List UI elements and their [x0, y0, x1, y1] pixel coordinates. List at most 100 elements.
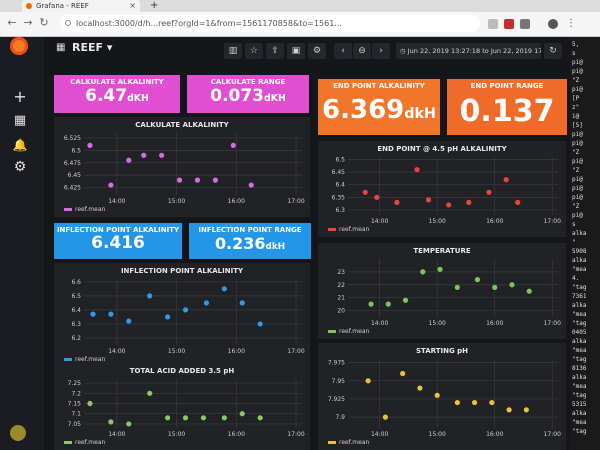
- bell-icon[interactable]: 🔔: [12, 138, 28, 152]
- plus-icon[interactable]: +: [13, 87, 27, 106]
- extension-icon[interactable]: [504, 19, 514, 29]
- data-point[interactable]: [212, 177, 218, 183]
- avatar[interactable]: [10, 425, 26, 441]
- close-icon[interactable]: ×: [129, 1, 136, 10]
- data-point[interactable]: [489, 399, 495, 406]
- data-point[interactable]: [257, 415, 263, 421]
- data-point[interactable]: [87, 400, 93, 407]
- graph-legend[interactable]: reef.mean: [64, 206, 105, 213]
- data-point[interactable]: [248, 182, 254, 188]
- data-point[interactable]: [239, 411, 245, 417]
- star-icon[interactable]: [488, 19, 498, 29]
- data-point[interactable]: [203, 300, 210, 306]
- data-point[interactable]: [414, 167, 420, 173]
- graph-legend[interactable]: reef.mean: [64, 356, 105, 363]
- data-point[interactable]: [474, 277, 481, 283]
- avatar[interactable]: [548, 19, 558, 29]
- data-point[interactable]: [454, 284, 460, 290]
- back-icon[interactable]: ←: [7, 16, 17, 29]
- graph-legend[interactable]: reef.mean: [328, 328, 369, 335]
- browser-tab[interactable]: Grafana - REEF ×: [22, 0, 140, 12]
- data-point[interactable]: [503, 177, 509, 183]
- data-point[interactable]: [523, 407, 529, 413]
- stat-panel-end-point-alk[interactable]: END POINT ALKALINITY 6.369dkH: [318, 79, 440, 135]
- data-point[interactable]: [368, 301, 374, 307]
- data-point[interactable]: [108, 182, 114, 188]
- new-tab-button[interactable]: +: [150, 0, 159, 11]
- data-point[interactable]: [87, 142, 93, 148]
- data-point[interactable]: [402, 297, 409, 303]
- data-point[interactable]: [221, 286, 227, 292]
- data-point[interactable]: [425, 197, 432, 203]
- data-point[interactable]: [182, 415, 189, 421]
- data-point[interactable]: [509, 282, 515, 288]
- url-input[interactable]: localhost:3000/d/h...reef?orgId=1&from=1…: [60, 15, 480, 32]
- data-point[interactable]: [257, 321, 263, 327]
- data-point[interactable]: [126, 157, 132, 163]
- data-point[interactable]: [434, 392, 440, 398]
- data-point[interactable]: [437, 266, 443, 272]
- gear-icon[interactable]: ⚙: [13, 159, 27, 175]
- stat-panel-end-point-range[interactable]: END POINT RANGE 0.137: [447, 79, 567, 135]
- add-panel-icon[interactable]: ▥: [224, 43, 242, 59]
- data-point[interactable]: [108, 311, 114, 317]
- stat-panel-calc-range[interactable]: CALKULATE RANGE 0.073dKH: [187, 75, 309, 113]
- refresh-icon[interactable]: ↻: [544, 43, 562, 59]
- graph-panel-end-point[interactable]: END POINT @ 4.5 pH ALKALINITY 6.5 6.45 6.4 6…: [318, 141, 566, 237]
- save-icon[interactable]: ▣: [287, 43, 305, 59]
- data-point[interactable]: [506, 407, 512, 413]
- data-point[interactable]: [194, 177, 201, 183]
- graph-legend[interactable]: reef.mean: [328, 226, 369, 233]
- star-icon[interactable]: ☆: [245, 43, 263, 59]
- data-point[interactable]: [182, 307, 189, 313]
- data-point[interactable]: [394, 199, 400, 205]
- data-point[interactable]: [165, 314, 171, 320]
- data-point[interactable]: [365, 378, 371, 384]
- graph-panel-temperature[interactable]: TEMPERATURE 23 22 21 20 14:00 15:00 16:00 17:00 r…: [318, 243, 566, 339]
- data-point[interactable]: [126, 318, 132, 324]
- graph-panel-total-acid[interactable]: TOTAL ACID ADDED 3.5 pH 7.25 7.2 7.15 7.1 7.0…: [54, 363, 310, 450]
- data-point[interactable]: [466, 199, 472, 205]
- graph-panel-calc[interactable]: CALKULATE ALKALINITY 6.525 6.5 6.475 6.45 6.4…: [54, 117, 310, 217]
- share-icon[interactable]: ⇪: [266, 43, 284, 59]
- data-point[interactable]: [141, 152, 147, 158]
- stat-panel-infl-range[interactable]: INFLECTION POINT RANGE 0.236dkH: [189, 223, 311, 259]
- zoom-out-icon[interactable]: ⊖: [353, 43, 371, 59]
- data-point[interactable]: [385, 301, 391, 307]
- data-point[interactable]: [486, 189, 492, 195]
- extension-icon[interactable]: [520, 19, 530, 29]
- dashboard-title[interactable]: REEF ▾: [72, 41, 113, 54]
- time-forward-icon[interactable]: ›: [372, 43, 390, 59]
- dashboards-icon[interactable]: ▦: [13, 113, 27, 128]
- graph-legend[interactable]: reef.mean: [328, 439, 369, 446]
- data-point[interactable]: [239, 300, 245, 306]
- data-point[interactable]: [165, 415, 171, 421]
- grafana-logo-icon[interactable]: [10, 37, 28, 55]
- data-point[interactable]: [200, 415, 207, 421]
- data-point[interactable]: [526, 288, 532, 294]
- data-point[interactable]: [108, 419, 114, 425]
- stat-panel-infl-alk[interactable]: INFLECTION POINT ALKALINITY 6.416: [54, 223, 182, 259]
- data-point[interactable]: [446, 202, 452, 208]
- stat-panel-calc-alk[interactable]: CALKULATE ALKALINITY 6.47dKH: [54, 75, 180, 113]
- data-point[interactable]: [492, 284, 498, 290]
- data-point[interactable]: [400, 370, 406, 377]
- data-point[interactable]: [374, 194, 380, 200]
- graph-panel-starting-ph[interactable]: STARTING pH 7.975 7.95 7.925 7.9 14:00 15:00 16…: [318, 343, 566, 450]
- data-point[interactable]: [515, 199, 521, 205]
- data-point[interactable]: [147, 390, 153, 396]
- forward-icon[interactable]: →: [23, 16, 33, 29]
- data-point[interactable]: [420, 269, 426, 275]
- data-point[interactable]: [90, 311, 96, 317]
- menu-icon[interactable]: ⋮: [566, 18, 576, 29]
- data-point[interactable]: [176, 177, 183, 183]
- graph-legend[interactable]: reef.mean: [64, 439, 105, 446]
- gear-icon[interactable]: ⚙: [308, 43, 326, 59]
- data-point[interactable]: [230, 142, 236, 148]
- data-point[interactable]: [382, 414, 388, 420]
- time-back-icon[interactable]: ‹: [334, 43, 352, 59]
- data-point[interactable]: [159, 152, 165, 158]
- data-point[interactable]: [417, 385, 423, 391]
- time-range-picker[interactable]: ◷ Jun 22, 2019 13:27:18 to Jun 22, 2019 …: [396, 43, 541, 59]
- graph-panel-inflection[interactable]: INFLECTION POINT ALKALINITY 6.6 6.5 6.4 6.3 6…: [54, 263, 310, 367]
